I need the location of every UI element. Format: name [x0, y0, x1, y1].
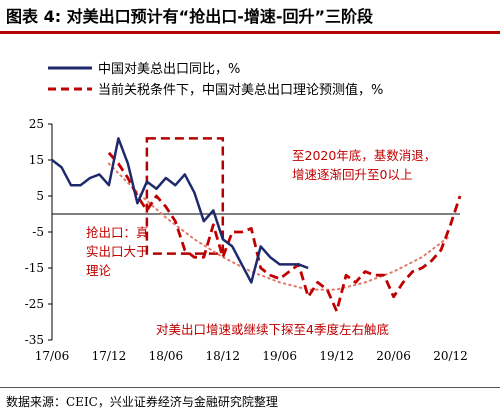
annotation-frontload-line1: 抢出口：真	[86, 225, 149, 240]
frontloading-highlight-box	[145, 137, 225, 255]
y-tick-label: -5	[32, 225, 44, 239]
predicted-export-line	[107, 151, 462, 313]
x-tick-label: 20/12	[433, 349, 468, 363]
annotation-frontload-line3: 理论	[86, 263, 112, 278]
y-tick-label: -15	[25, 261, 44, 275]
legend: 中国对美总出口同比，% 当前关税条件下，中国对美总出口理论预测值，%	[48, 62, 383, 98]
x-tick-label: 19/12	[319, 349, 354, 363]
series-layer	[51, 137, 462, 313]
y-tick-label: 15	[29, 153, 44, 167]
x-tick-label: 20/06	[376, 349, 411, 363]
annotation-recovery-line1: 至2020年底，基数消退，	[292, 148, 436, 163]
data-source: 数据来源：CEIC，兴业证券经济与金融研究院整理	[6, 395, 278, 409]
trend-curve-line	[107, 162, 452, 291]
legend-label-predicted: 当前关税条件下，中国对美总出口理论预测值，%	[98, 82, 383, 98]
annotation-trough: 对美出口增速或继续下探至4季度左右触底	[156, 322, 389, 337]
y-tick-label: -35	[25, 333, 44, 347]
x-tick-label: 18/06	[149, 349, 184, 363]
x-tick-label: 17/06	[35, 349, 70, 363]
chart-area: 中国对美总出口同比，% 当前关税条件下，中国对美总出口理论预测值，% 25 15 5…	[25, 62, 468, 363]
annotation-recovery-line2: 增速逐渐回升至0以上	[292, 167, 412, 182]
y-tick-label: 25	[29, 117, 44, 131]
title-divider	[0, 31, 500, 34]
annotations: 至2020年底，基数消退， 增速逐渐回升至0以上 抢出口：真 实出口大于 理论 …	[86, 148, 436, 337]
x-tick-label: 19/06	[262, 349, 297, 363]
x-tick-label: 17/12	[92, 349, 127, 363]
legend-label-actual: 中国对美总出口同比，%	[98, 62, 240, 77]
source-divider	[0, 387, 500, 388]
x-tick-label: 18/12	[205, 349, 240, 363]
y-tick-label: 5	[36, 189, 44, 203]
y-tick-label: -25	[25, 297, 44, 311]
highlight-box-layer	[145, 137, 225, 255]
annotation-frontload-line2: 实出口大于	[86, 244, 149, 259]
chart-title: 图表 4: 对美出口预计有“抢出口-增速-回升”三阶段	[6, 7, 373, 26]
axes: 25 15 5 -5 -15 -25 -35 17/06 17/12 18/06 18/12 19/0…	[25, 117, 468, 363]
actual-export-line	[51, 137, 309, 284]
